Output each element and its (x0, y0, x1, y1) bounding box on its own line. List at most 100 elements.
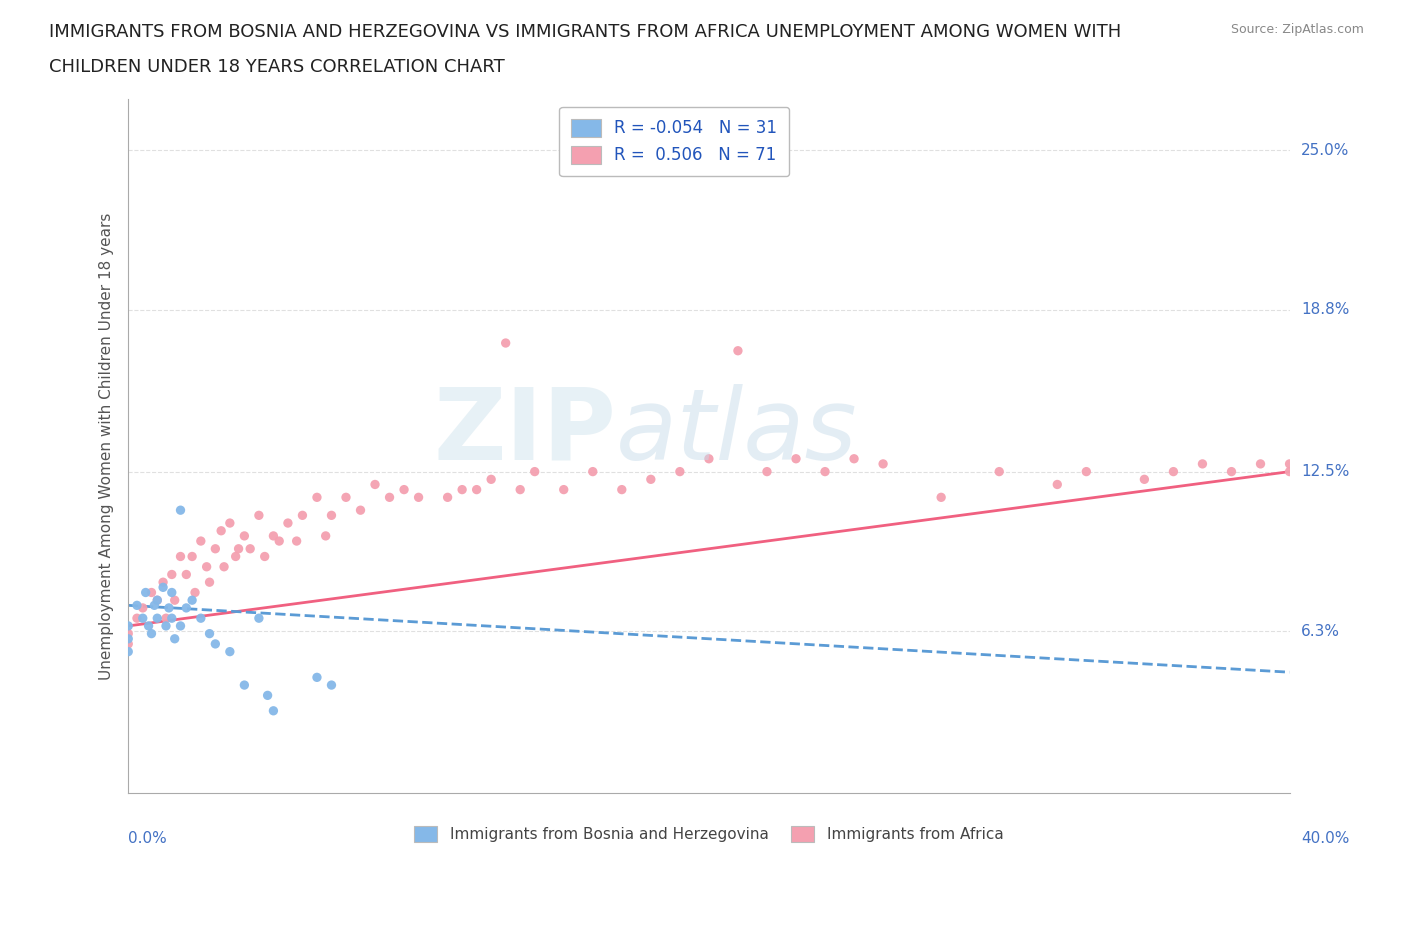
Point (176, 601, 198, 616)
Point (117, 626, 139, 641)
Point (465, 482, 488, 497)
Point (305, 490, 328, 505)
Point (872, 457, 894, 472)
Point (269, 534, 291, 549)
Point (155, 618, 177, 633)
Point (785, 451, 807, 466)
Point (225, 549, 247, 564)
Point (117, 631, 139, 646)
Text: IMMIGRANTS FROM BOSNIA AND HERZEGOVINA VS IMMIGRANTS FROM AFRICA UNEMPLOYMENT AM: IMMIGRANTS FROM BOSNIA AND HERZEGOVINA V… (49, 23, 1122, 41)
Point (141, 585, 163, 600)
Point (184, 585, 207, 600)
Point (117, 618, 139, 633)
Point (1191, 457, 1213, 472)
Point (755, 464, 778, 479)
Point (262, 528, 284, 543)
Point (198, 626, 221, 641)
Point (1278, 457, 1301, 472)
Point (138, 618, 160, 633)
Point (125, 598, 148, 613)
Point (218, 515, 240, 530)
Point (335, 490, 357, 505)
Y-axis label: Unemployment Among Women with Children Under 18 years: Unemployment Among Women with Children U… (100, 212, 114, 680)
Point (228, 541, 250, 556)
Point (349, 503, 371, 518)
Point (146, 611, 169, 626)
Point (141, 626, 163, 641)
Point (132, 611, 155, 626)
Point (160, 611, 183, 626)
Point (163, 592, 186, 607)
Point (697, 451, 720, 466)
Point (190, 534, 212, 549)
Point (553, 482, 575, 497)
Point (727, 343, 749, 358)
Point (169, 549, 191, 564)
Point (143, 598, 166, 613)
Point (190, 611, 212, 626)
Point (169, 618, 191, 633)
Text: 40.0%: 40.0% (1301, 831, 1350, 846)
Point (1278, 464, 1301, 479)
Point (315, 528, 337, 543)
Point (669, 464, 692, 479)
Text: Source: ZipAtlas.com: Source: ZipAtlas.com (1230, 23, 1364, 36)
Point (218, 644, 240, 659)
Point (181, 592, 204, 607)
Point (146, 592, 169, 607)
Point (1220, 464, 1243, 479)
Point (198, 575, 221, 590)
Legend: Immigrants from Bosnia and Herzegovina, Immigrants from Africa: Immigrants from Bosnia and Herzegovina, … (408, 819, 1010, 848)
Point (152, 580, 174, 595)
Point (305, 670, 328, 684)
Point (239, 541, 262, 556)
Point (209, 524, 232, 538)
Point (132, 601, 155, 616)
Point (163, 631, 186, 646)
Point (1046, 477, 1069, 492)
Point (233, 678, 256, 693)
Point (233, 528, 256, 543)
Point (392, 482, 415, 497)
Point (169, 503, 191, 518)
Point (582, 464, 605, 479)
Point (155, 611, 177, 626)
Point (408, 490, 430, 505)
Point (204, 636, 226, 651)
Point (929, 490, 952, 505)
Text: 18.8%: 18.8% (1301, 302, 1350, 317)
Point (195, 559, 218, 574)
Point (378, 490, 401, 505)
Point (146, 592, 169, 607)
Point (321, 678, 343, 693)
Text: 6.3%: 6.3% (1301, 624, 1340, 639)
Point (842, 451, 865, 466)
Point (1163, 464, 1185, 479)
Point (247, 611, 270, 626)
Text: ZIP: ZIP (433, 383, 616, 481)
Point (253, 549, 276, 564)
Point (364, 477, 387, 492)
Point (495, 336, 517, 351)
Point (152, 575, 174, 590)
Point (1076, 464, 1098, 479)
Point (176, 567, 198, 582)
Text: 25.0%: 25.0% (1301, 142, 1350, 158)
Point (321, 508, 343, 523)
Point (436, 490, 458, 505)
Point (640, 472, 662, 486)
Text: atlas: atlas (616, 383, 858, 481)
Point (1250, 457, 1272, 472)
Point (256, 688, 278, 703)
Text: CHILDREN UNDER 18 YEARS CORRELATION CHART: CHILDREN UNDER 18 YEARS CORRELATION CHAR… (49, 58, 505, 75)
Point (814, 464, 837, 479)
Text: 0.0%: 0.0% (128, 831, 167, 846)
Point (523, 464, 546, 479)
Point (277, 515, 299, 530)
Point (479, 472, 502, 486)
Point (160, 585, 183, 600)
Point (285, 534, 308, 549)
Point (509, 482, 531, 497)
Point (610, 482, 633, 497)
Point (988, 464, 1011, 479)
